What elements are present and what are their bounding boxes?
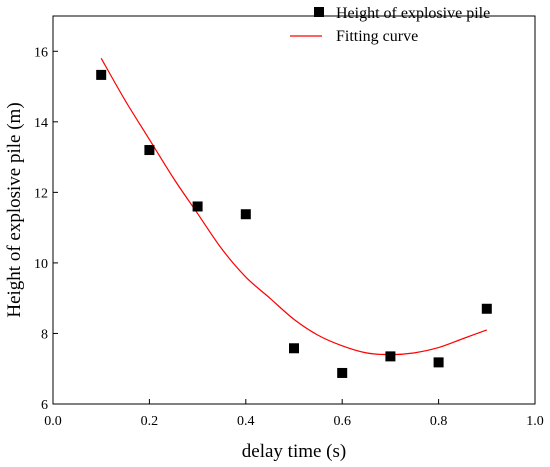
data-point: [481, 303, 492, 314]
data-point: [144, 145, 155, 156]
y-axis-title: Height of explosive pile (m): [4, 102, 25, 317]
y-tick-label: 16: [34, 45, 48, 60]
legend: Height of explosive pile Fitting curve: [290, 5, 490, 45]
x-tick-label: 0.6: [333, 414, 351, 429]
y-tick-label: 6: [41, 398, 48, 413]
fitting-curve-line: [100, 58, 488, 356]
x-tick-label: 0.8: [430, 414, 448, 429]
data-point: [385, 351, 396, 362]
y-tick-label: 14: [34, 116, 48, 131]
data-point: [337, 367, 348, 378]
x-tick-label: 0.2: [141, 414, 159, 429]
legend-label-fitting-curve: Fitting curve: [336, 28, 418, 45]
x-axis-title: delay time (s): [242, 441, 346, 462]
x-axis-ticks: 0.0 0.2 0.4 0.6 0.8 1.0: [44, 399, 544, 429]
x-tick-label: 0.4: [237, 414, 255, 429]
y-axis-ticks: 6 8 10 12 14 16: [34, 45, 58, 413]
legend-marker-height-of-explosive-pile: [314, 7, 324, 17]
data-point: [433, 357, 444, 368]
series-layer: [96, 58, 492, 378]
y-tick-label: 12: [34, 186, 48, 201]
data-point: [96, 69, 107, 80]
y-tick-label: 8: [41, 327, 48, 342]
x-tick-label: 0.0: [44, 414, 62, 429]
data-point: [192, 201, 203, 212]
x-tick-label: 1.0: [526, 414, 544, 429]
data-point: [240, 209, 251, 220]
plot-frame: [52, 15, 536, 405]
legend-label-height-of-explosive-pile: Height of explosive pile: [336, 5, 490, 22]
y-tick-label: 10: [34, 257, 48, 272]
data-point: [289, 343, 299, 354]
